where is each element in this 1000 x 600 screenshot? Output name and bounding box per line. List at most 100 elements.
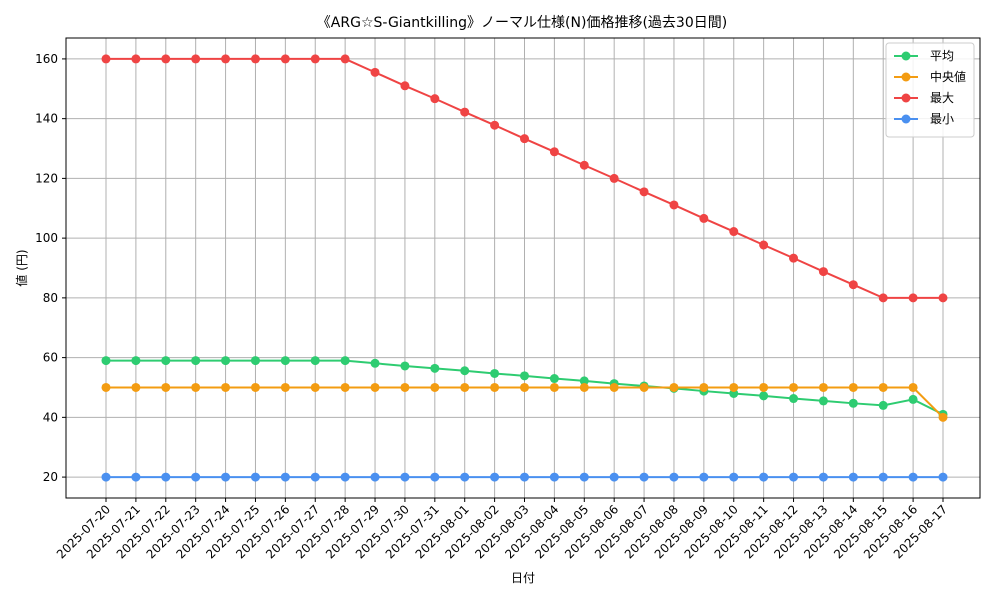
data-point (878, 400, 888, 410)
legend-label: 最大 (930, 91, 954, 105)
data-point (639, 472, 649, 482)
data-point (280, 382, 290, 392)
data-point (250, 356, 260, 366)
data-point (818, 396, 828, 406)
data-point (430, 382, 440, 392)
data-point (221, 382, 231, 392)
data-point (520, 134, 529, 144)
data-point (549, 147, 559, 157)
data-point (579, 160, 589, 170)
legend-label: 中央値 (930, 69, 966, 84)
data-point (878, 382, 888, 392)
data-point (131, 54, 141, 64)
data-point (878, 293, 888, 303)
legend-label: 最小 (930, 112, 954, 126)
data-point (818, 382, 828, 392)
legend-marker (901, 72, 911, 82)
data-point (759, 391, 769, 401)
data-point (221, 356, 231, 366)
data-point (669, 472, 679, 482)
data-point (699, 213, 709, 223)
y-tick-label: 20 (43, 470, 58, 484)
data-point (639, 382, 649, 392)
data-point (340, 472, 350, 482)
data-point (669, 200, 679, 210)
data-point (878, 472, 888, 482)
data-point (310, 54, 320, 64)
data-point (520, 371, 529, 381)
data-point (280, 54, 290, 64)
data-point (490, 120, 500, 130)
data-point (729, 227, 739, 237)
data-point (908, 382, 918, 392)
data-point (280, 356, 290, 366)
data-point (938, 412, 948, 422)
data-point (400, 81, 410, 91)
data-point (370, 358, 380, 368)
data-point (848, 472, 858, 482)
chart-title: 《ARG☆S-Giantkilling》ノーマル仕様(N)価格推移(過去30日間… (317, 15, 727, 31)
data-point (609, 173, 619, 183)
y-tick-label: 40 (43, 410, 58, 424)
data-point (101, 356, 111, 366)
data-point (609, 472, 619, 482)
data-point (848, 382, 858, 392)
x-axis: 2025-07-202025-07-212025-07-222025-07-23… (54, 498, 950, 561)
data-point (370, 382, 380, 392)
data-point (400, 382, 410, 392)
data-point (669, 382, 679, 392)
data-point (609, 382, 619, 392)
data-point (699, 472, 709, 482)
data-point (340, 382, 350, 392)
y-axis-label: 値 (円) (14, 249, 29, 286)
legend-marker (901, 93, 911, 103)
data-point (191, 54, 201, 64)
legend-label: 平均 (930, 49, 954, 63)
series-1 (101, 382, 948, 422)
data-point (460, 366, 470, 376)
data-point (250, 382, 260, 392)
data-point (280, 472, 290, 482)
y-tick-label: 120 (35, 171, 58, 185)
data-point (460, 107, 470, 117)
data-point (310, 356, 320, 366)
data-point (460, 472, 470, 482)
legend-marker (901, 114, 911, 124)
data-point (340, 356, 350, 366)
data-point (789, 394, 799, 404)
data-point (370, 67, 380, 77)
data-point (161, 382, 171, 392)
data-point (818, 267, 828, 277)
series-2 (101, 54, 948, 303)
y-axis: 20 40 60 80 100 120 140 160 (35, 52, 66, 484)
data-point (908, 472, 918, 482)
data-point (101, 382, 111, 392)
y-tick-label: 160 (35, 52, 58, 66)
data-point (938, 472, 948, 482)
data-point (729, 472, 739, 482)
data-point (131, 356, 141, 366)
series-lines (101, 54, 948, 482)
data-point (460, 382, 470, 392)
data-point (699, 382, 709, 392)
data-point (579, 376, 589, 386)
data-point (848, 280, 858, 290)
data-point (549, 374, 559, 384)
series-3 (101, 472, 948, 482)
data-point (161, 356, 171, 366)
data-point (430, 363, 440, 373)
data-point (490, 368, 500, 378)
data-point (579, 382, 589, 392)
legend-marker (901, 51, 911, 61)
y-tick-label: 60 (43, 351, 58, 365)
data-point (310, 382, 320, 392)
data-point (579, 472, 589, 482)
data-point (191, 356, 201, 366)
data-point (131, 382, 141, 392)
plot-area (65, 37, 981, 499)
data-point (370, 472, 380, 482)
data-point (729, 382, 739, 392)
data-point (161, 472, 171, 482)
data-point (101, 472, 111, 482)
